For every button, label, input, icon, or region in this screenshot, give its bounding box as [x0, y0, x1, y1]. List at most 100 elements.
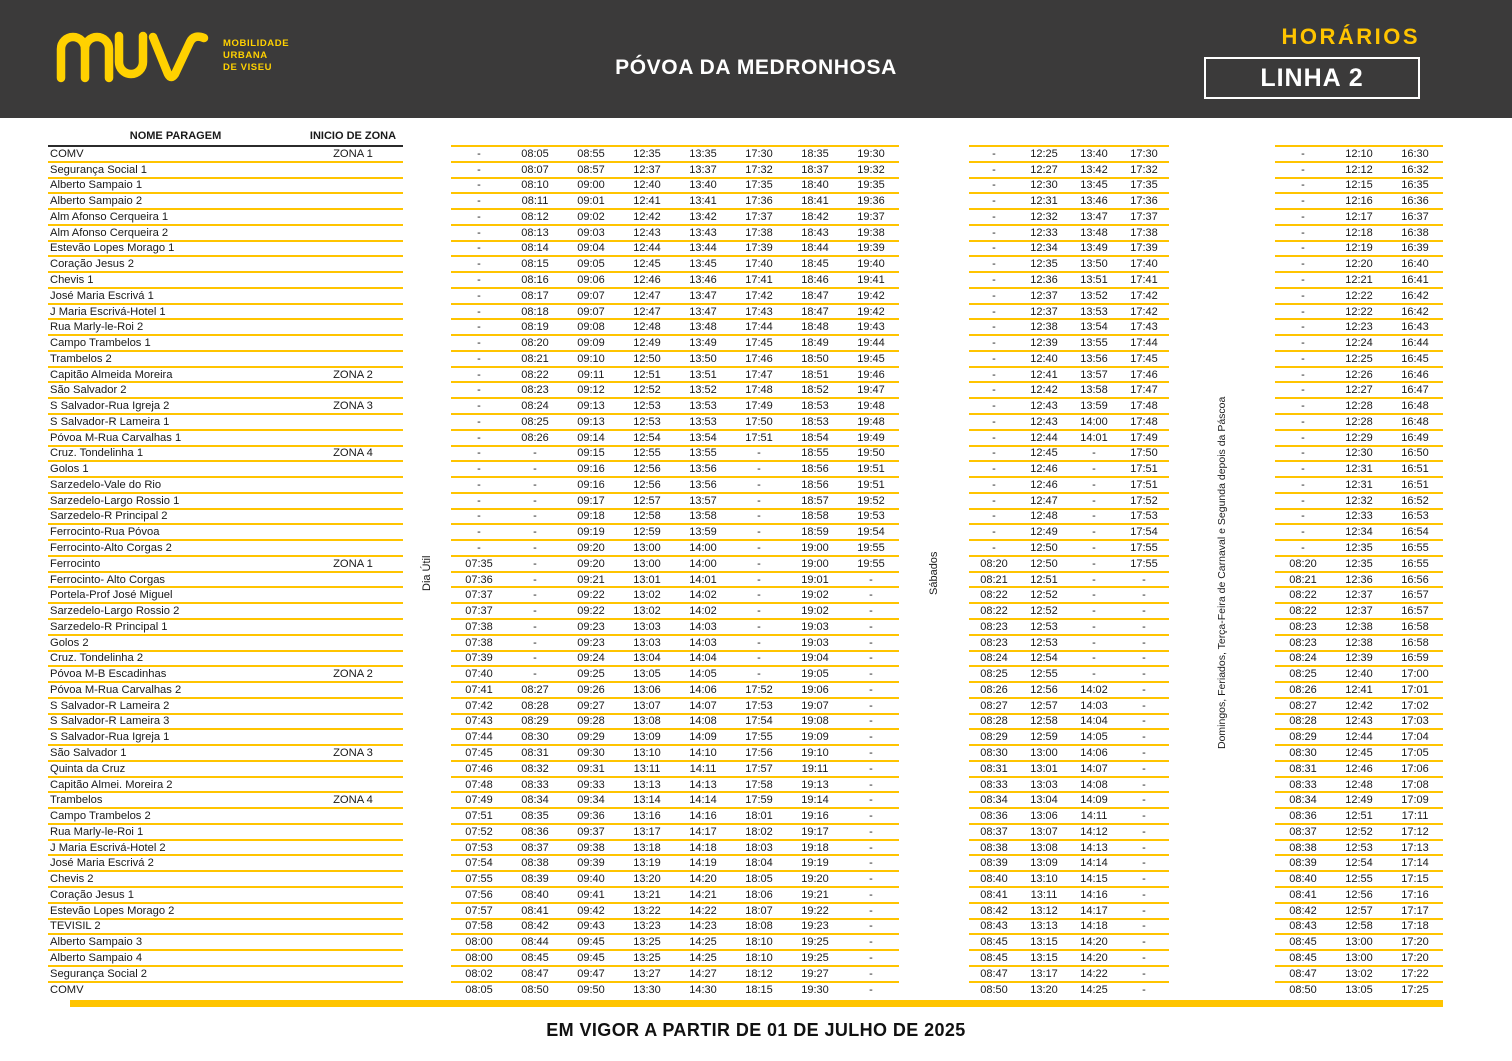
weekday-time-cell: 19:52	[843, 494, 899, 510]
weekday-time-cell: 19:42	[843, 289, 899, 305]
weekday-col-header	[787, 126, 843, 147]
sunday-time-cell: 17:22	[1387, 967, 1443, 983]
stop-row: Estevão Lopes Morago 2 07:57 08:41 09:42 13:…	[48, 904, 1443, 920]
weekday-time-cell: 17:43	[731, 305, 787, 321]
brand-tagline: MOBILIDADE URBANA DE VISEU	[223, 38, 289, 74]
sunday-time-cell: 17:06	[1387, 762, 1443, 778]
weekday-time-cell: 18:46	[787, 273, 843, 289]
weekday-time-cell: 07:51	[451, 809, 507, 825]
saturday-time-cell: -	[1119, 888, 1169, 904]
saturday-time-cell: -	[1119, 904, 1169, 920]
weekday-time-cell: 18:37	[787, 163, 843, 179]
saturday-time-cell: -	[969, 163, 1019, 179]
saturday-time-cell: -	[969, 210, 1019, 226]
weekday-time-cell: -	[843, 951, 899, 967]
saturday-time-cell: 13:45	[1069, 179, 1119, 195]
weekday-time-cell: 13:45	[675, 257, 731, 274]
weekday-time-cell: 12:51	[619, 368, 675, 384]
saturday-time-cell: 13:15	[1019, 935, 1069, 952]
zone-cell	[303, 525, 403, 542]
stop-name-cell: São Salvador 2	[48, 383, 303, 400]
weekday-time-cell: -	[451, 194, 507, 211]
sunday-time-cell: 12:31	[1331, 462, 1387, 479]
sunday-time-cell: 08:36	[1275, 809, 1331, 825]
weekday-time-cell: 17:52	[731, 683, 787, 699]
weekday-time-cell: 07:56	[451, 888, 507, 904]
stop-name-cell: Segurança Social 2	[48, 967, 303, 983]
sunday-time-cell: 16:48	[1387, 415, 1443, 431]
sunday-time-cell: 08:26	[1275, 683, 1331, 699]
saturday-time-cell: 08:23	[969, 636, 1019, 652]
sunday-time-cell: 16:36	[1387, 194, 1443, 211]
stop-row: Póvoa M-B Escadinhas ZONA 2 07:40-09:25 13:…	[48, 667, 1443, 684]
stop-row: Trambelos ZONA 4 07:49 08:34 09:34 13:14 14:14…	[48, 793, 1443, 810]
zone-cell	[303, 431, 403, 447]
weekday-time-cell: -	[843, 746, 899, 762]
sunday-time-cell: 12:40	[1331, 667, 1387, 684]
sunday-time-cell: -	[1275, 194, 1331, 211]
weekday-time-cell: 12:55	[619, 447, 675, 463]
stop-row: Sarzedelo-Vale do Rio - -09:16 12:56 13:56-1…	[48, 478, 1443, 494]
weekday-time-cell: -	[843, 636, 899, 652]
weekday-time-cell: 19:19	[787, 856, 843, 873]
weekday-time-cell: -	[451, 399, 507, 416]
weekday-time-cell: 07:45	[451, 746, 507, 762]
sunday-time-cell: -	[1275, 305, 1331, 321]
stop-row: Golos 1- -09:16 12:56 13:56-18:56 19:51-12:4…	[48, 462, 1443, 479]
saturday-time-cell: 08:39	[969, 856, 1019, 873]
weekday-col-header	[563, 126, 619, 147]
stop-row: Portela-Prof José Miguel 07:37-09:22 13:02…	[48, 588, 1443, 605]
weekday-time-cell: 09:45	[563, 935, 619, 952]
sunday-time-cell: -	[1275, 510, 1331, 526]
saturday-time-cell: -	[969, 257, 1019, 274]
weekday-time-cell: -	[843, 652, 899, 668]
saturday-time-cell: 13:54	[1069, 320, 1119, 337]
saturday-time-cell: -	[969, 447, 1019, 463]
saturday-time-cell: -	[969, 415, 1019, 431]
weekday-time-cell: -	[451, 383, 507, 400]
saturday-time-cell: 14:07	[1069, 762, 1119, 778]
zone-cell	[303, 305, 403, 321]
saturday-time-cell: 13:17	[1019, 967, 1069, 983]
saturday-time-cell: 12:47	[1019, 494, 1069, 510]
weekday-time-cell: -	[507, 557, 563, 573]
weekday-time-cell: 07:36	[451, 573, 507, 589]
sunday-time-cell: 17:05	[1387, 746, 1443, 762]
weekday-time-cell: 18:08	[731, 920, 787, 936]
saturday-time-cell: 17:37	[1119, 210, 1169, 226]
weekday-time-cell: 13:10	[619, 746, 675, 762]
weekday-time-cell: -	[451, 305, 507, 321]
weekday-time-cell: 19:32	[843, 163, 899, 179]
stop-name-cell: Alberto Sampaio 4	[48, 951, 303, 967]
sunday-time-cell: 08:21	[1275, 573, 1331, 589]
weekday-time-cell: 09:11	[563, 368, 619, 384]
stop-name-cell: Capitão Almeida Moreira	[48, 368, 303, 384]
weekday-time-cell: 13:55	[675, 447, 731, 463]
weekday-time-cell: 14:03	[675, 620, 731, 636]
saturday-time-cell: -	[1119, 809, 1169, 825]
sunday-time-cell: 08:45	[1275, 935, 1331, 952]
weekday-time-cell: 18:35	[787, 147, 843, 163]
weekday-col-header	[507, 126, 563, 147]
zone-cell	[303, 478, 403, 494]
weekday-time-cell: 19:43	[843, 320, 899, 337]
stop-name-cell: S Salvador-Rua Igreja 1	[48, 730, 303, 747]
stop-name-cell: Campo Trambelos 2	[48, 809, 303, 825]
weekday-time-cell: 18:56	[787, 462, 843, 479]
weekday-time-cell: 17:50	[731, 415, 787, 431]
sunday-time-cell: 16:39	[1387, 242, 1443, 258]
stop-name-cell: Golos 2	[48, 636, 303, 652]
stop-row: Alberto Sampaio 3 08:00 08:44 09:45 13:25 14:…	[48, 935, 1443, 952]
weekday-time-cell: 14:04	[675, 652, 731, 668]
saturday-time-cell: 12:37	[1019, 305, 1069, 321]
saturday-time-cell: -	[1119, 746, 1169, 762]
weekday-time-cell: 18:49	[787, 336, 843, 352]
weekday-time-cell: 13:27	[619, 967, 675, 983]
saturday-time-cell: 13:51	[1069, 273, 1119, 289]
stop-name-cell: Alberto Sampaio 3	[48, 935, 303, 952]
saturday-time-cell: 08:38	[969, 841, 1019, 857]
weekday-time-cell: -	[731, 447, 787, 463]
sunday-time-cell: 12:42	[1331, 699, 1387, 715]
saturday-time-cell: 17:40	[1119, 257, 1169, 274]
